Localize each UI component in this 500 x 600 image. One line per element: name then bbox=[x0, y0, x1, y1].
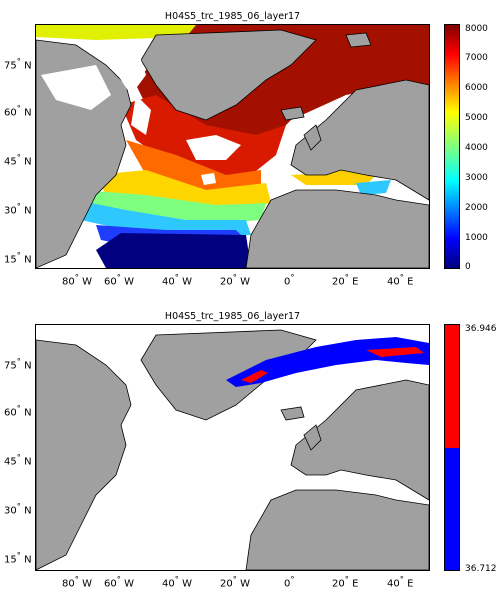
field-med-east bbox=[356, 180, 391, 195]
top-cbar-tick: 4000 bbox=[465, 143, 488, 153]
top-lat-tick: 45° N bbox=[4, 152, 32, 168]
top-masked-water bbox=[41, 45, 241, 185]
top-lon-tick: 20° E bbox=[332, 272, 359, 288]
svalbard-top bbox=[345, 32, 372, 48]
top-lon-tick: 0° bbox=[284, 272, 295, 288]
bottom-lon-tick: 80° W bbox=[62, 574, 92, 590]
europe-top bbox=[290, 79, 429, 201]
red-patch-west bbox=[241, 370, 268, 383]
top-map-canvas bbox=[36, 25, 429, 268]
bottom-colorbar-high bbox=[445, 325, 459, 448]
top-cbar-tick: 8000 bbox=[465, 24, 488, 34]
mask-baffin bbox=[101, 45, 146, 95]
bottom-map-canvas bbox=[36, 329, 429, 570]
top-cbar-tick: 5000 bbox=[465, 113, 488, 123]
uk-bottom bbox=[303, 424, 322, 451]
top-map-frame bbox=[35, 24, 430, 269]
field-yellow bbox=[96, 170, 271, 215]
africa-bottom bbox=[245, 489, 429, 570]
top-lon-tick: 80° W bbox=[62, 272, 92, 288]
field-orange bbox=[126, 140, 261, 200]
bottom-land bbox=[36, 329, 429, 570]
top-lon-tick: 60° W bbox=[104, 272, 134, 288]
bottom-value-field bbox=[226, 337, 429, 387]
top-lat-tick: 15° N bbox=[4, 250, 32, 266]
bottom-map-panel: H04S5_trc_1985_06_layer17 36.946 36.712 … bbox=[0, 300, 500, 600]
top-cbar-tick: 0 bbox=[465, 262, 471, 272]
bottom-lon-tick: 60° W bbox=[104, 574, 134, 590]
top-lon-tick: 20° W bbox=[220, 272, 250, 288]
top-colorbar bbox=[444, 24, 460, 269]
field-navy bbox=[96, 233, 251, 268]
top-lat-tick: 60° N bbox=[4, 103, 32, 119]
mask-labrador bbox=[131, 95, 151, 135]
bottom-lat-tick: 60° N bbox=[4, 403, 32, 419]
bottom-map-title: H04S5_trc_1985_06_layer17 bbox=[164, 311, 301, 322]
iceland-bottom bbox=[280, 406, 305, 421]
bottom-map-frame bbox=[35, 324, 430, 571]
iceland-top bbox=[280, 106, 305, 121]
bottom-cbar-top-label: 36.946 bbox=[465, 324, 497, 334]
bottom-colorbar-low bbox=[445, 447, 459, 570]
bottom-lon-tick: 20° W bbox=[220, 574, 250, 590]
bottom-lat-tick: 45° N bbox=[4, 452, 32, 468]
uk-top bbox=[303, 124, 322, 151]
bottom-colorbar bbox=[444, 324, 460, 571]
top-lon-tick: 40° W bbox=[162, 272, 192, 288]
bottom-lat-tick: 75° N bbox=[4, 356, 32, 372]
mask-hudson bbox=[41, 65, 111, 110]
bottom-lat-tick: 15° N bbox=[4, 550, 32, 566]
top-lat-tick: 30° N bbox=[4, 201, 32, 217]
mask-nea bbox=[186, 135, 241, 160]
africa-top bbox=[245, 189, 429, 268]
top-cbar-tick: 1000 bbox=[465, 233, 488, 243]
bottom-cbar-bottom-label: 36.712 bbox=[465, 564, 497, 574]
top-map-panel: H04S5_trc_1985_06_layer17 bbox=[4, 11, 488, 288]
europe-bottom bbox=[290, 379, 429, 501]
top-cbar-tick: 2000 bbox=[465, 203, 488, 213]
top-cbar-tick: 6000 bbox=[465, 83, 488, 93]
bottom-lon-tick: 40° W bbox=[162, 574, 192, 590]
top-cbar-tick: 7000 bbox=[465, 53, 488, 63]
top-cbar-tick: 3000 bbox=[465, 173, 488, 183]
greenland-top bbox=[140, 29, 317, 121]
red-patch-east bbox=[366, 347, 424, 357]
north-america-bottom bbox=[36, 339, 132, 570]
greenland-bottom bbox=[140, 329, 317, 421]
top-map-title: H04S5_trc_1985_06_layer17 bbox=[164, 11, 301, 22]
bottom-lon-tick: 40° E bbox=[387, 574, 414, 590]
bottom-lon-tick: 0° bbox=[284, 574, 295, 590]
top-lat-tick: 75° N bbox=[4, 56, 32, 72]
mask-azores bbox=[201, 173, 216, 185]
top-lon-tick: 40° E bbox=[387, 272, 414, 288]
bottom-lon-tick: 20° E bbox=[332, 574, 359, 590]
bottom-lat-tick: 30° N bbox=[4, 501, 32, 517]
